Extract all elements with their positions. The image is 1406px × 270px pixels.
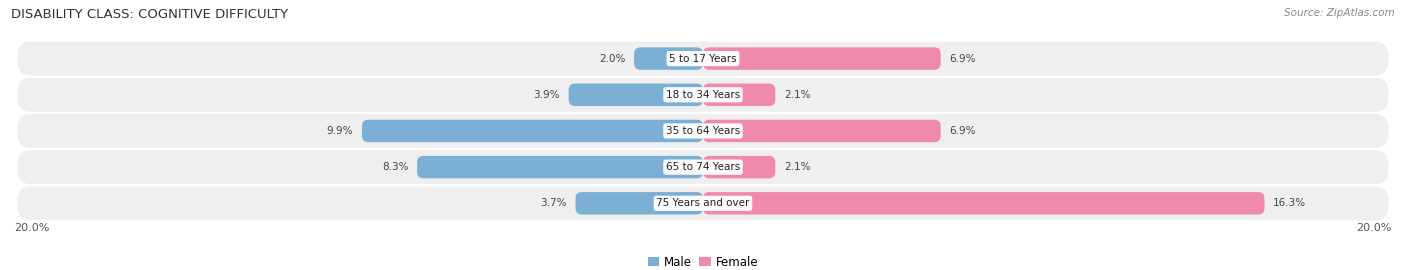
FancyBboxPatch shape (703, 156, 775, 178)
Text: 5 to 17 Years: 5 to 17 Years (669, 53, 737, 64)
Text: 35 to 64 Years: 35 to 64 Years (666, 126, 740, 136)
Text: 9.9%: 9.9% (326, 126, 353, 136)
Text: Source: ZipAtlas.com: Source: ZipAtlas.com (1284, 8, 1395, 18)
Text: 20.0%: 20.0% (14, 223, 49, 233)
Text: 6.9%: 6.9% (949, 53, 976, 64)
FancyBboxPatch shape (703, 192, 1264, 215)
FancyBboxPatch shape (634, 47, 703, 70)
Legend: Male, Female: Male, Female (643, 251, 763, 270)
Text: 20.0%: 20.0% (1357, 223, 1392, 233)
FancyBboxPatch shape (418, 156, 703, 178)
FancyBboxPatch shape (568, 83, 703, 106)
Text: 65 to 74 Years: 65 to 74 Years (666, 162, 740, 172)
FancyBboxPatch shape (17, 150, 1389, 184)
FancyBboxPatch shape (703, 47, 941, 70)
Text: 2.0%: 2.0% (599, 53, 626, 64)
Text: 2.1%: 2.1% (785, 90, 810, 100)
FancyBboxPatch shape (17, 78, 1389, 112)
FancyBboxPatch shape (17, 186, 1389, 220)
FancyBboxPatch shape (703, 120, 941, 142)
Text: 75 Years and over: 75 Years and over (657, 198, 749, 208)
FancyBboxPatch shape (703, 83, 775, 106)
Text: 3.7%: 3.7% (540, 198, 567, 208)
Text: 2.1%: 2.1% (785, 162, 810, 172)
Text: 6.9%: 6.9% (949, 126, 976, 136)
FancyBboxPatch shape (17, 42, 1389, 76)
Text: 16.3%: 16.3% (1272, 198, 1306, 208)
Text: 8.3%: 8.3% (382, 162, 409, 172)
Text: 3.9%: 3.9% (533, 90, 560, 100)
Text: 18 to 34 Years: 18 to 34 Years (666, 90, 740, 100)
FancyBboxPatch shape (361, 120, 703, 142)
FancyBboxPatch shape (17, 114, 1389, 148)
Text: DISABILITY CLASS: COGNITIVE DIFFICULTY: DISABILITY CLASS: COGNITIVE DIFFICULTY (11, 8, 288, 21)
FancyBboxPatch shape (575, 192, 703, 215)
